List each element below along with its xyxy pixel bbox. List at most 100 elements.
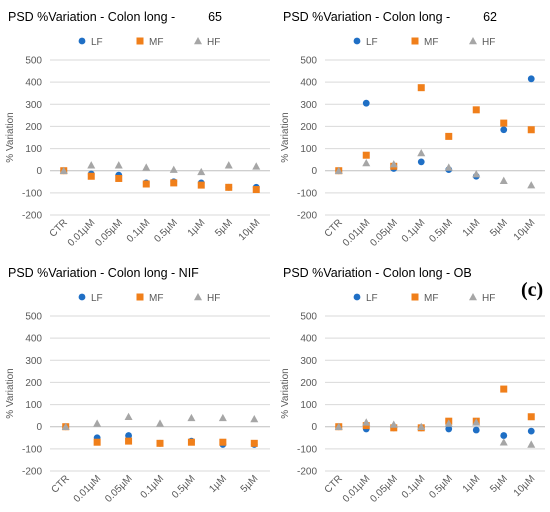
chart-title: PSD %Variation - Colon long - (283, 10, 450, 24)
data-point-mf (250, 439, 258, 447)
y-tick-label: -200 (22, 211, 42, 222)
y-tick-label: -200 (297, 467, 317, 478)
data-point-lf (417, 158, 425, 166)
data-point-mf (390, 424, 398, 432)
legend-marker-hf (469, 37, 477, 45)
y-tick-label: 200 (300, 122, 317, 133)
data-point-hf (334, 422, 343, 431)
y-axis-label: % Variation (280, 112, 291, 162)
data-point-mf (197, 181, 205, 189)
chart-title: PSD %Variation - Colon long - OB (283, 266, 472, 280)
x-tick-label: CTR (50, 473, 72, 495)
data-point-mf (125, 437, 133, 445)
legend-marker-lf (353, 37, 361, 45)
y-tick-label: 0 (36, 422, 42, 433)
data-point-mf (527, 126, 535, 134)
legend-marker-mf (411, 293, 419, 301)
y-tick-label: -100 (22, 188, 42, 199)
legend-marker-lf (353, 293, 361, 301)
y-tick-label: 500 (300, 56, 317, 67)
x-tick-label: 0.1µM (125, 217, 153, 245)
x-tick-label: 0.05µM (93, 217, 125, 249)
x-tick-label: 1µM (461, 217, 483, 239)
x-tick-label: 0.05µM (103, 473, 135, 505)
data-point-hf (417, 422, 426, 431)
data-point-hf (59, 166, 68, 175)
chart-svg: PSD %Variation - Colon long - 65 LF MF HF -20… (5, 10, 270, 249)
data-point-hf (87, 161, 96, 169)
x-tick-label: 0.1µM (139, 473, 167, 501)
legend-label-hf: HF (482, 293, 495, 304)
data-point-hf (224, 161, 233, 169)
data-point-mf (500, 385, 508, 393)
x-tick-label: 0.01µM (72, 473, 104, 505)
x-tick-label: 0.01µM (341, 217, 373, 249)
x-tick-label: 10µM (512, 473, 538, 499)
data-point-hf (527, 440, 536, 448)
y-tick-label: 200 (25, 122, 42, 133)
y-tick-label: 100 (300, 144, 317, 155)
data-point-hf (156, 419, 164, 427)
y-tick-label: 500 (300, 312, 317, 323)
y-tick-label: 0 (36, 166, 42, 177)
legend-marker-mf (411, 37, 419, 45)
data-point-mf (219, 438, 227, 446)
chart-panel-62: PSD %Variation - Colon long - 62 LF MF HF -20… (275, 0, 550, 256)
data-point-hf (444, 419, 453, 427)
y-tick-label: 500 (25, 56, 42, 67)
data-point-hf (417, 149, 426, 157)
legend-label-hf: HF (482, 37, 495, 48)
y-tick-label: -100 (297, 188, 317, 199)
y-tick-label: 300 (25, 356, 42, 367)
data-point-lf (500, 432, 508, 439)
y-tick-label: 400 (25, 334, 42, 345)
x-tick-label: 0.5µM (170, 473, 198, 501)
x-tick-label: 1µM (207, 473, 229, 495)
legend-marker-lf (78, 293, 86, 301)
data-point-mf (527, 413, 535, 421)
x-tick-label: 1µM (461, 473, 483, 495)
data-point-mf (445, 132, 453, 140)
legend-label-lf: LF (91, 293, 103, 304)
data-point-mf (156, 439, 164, 447)
y-tick-label: 0 (311, 166, 317, 177)
x-tick-label: 0.5µM (152, 217, 180, 245)
y-axis-label: % Variation (5, 368, 16, 418)
chart-panel-nif: PSD %Variation - Colon long - NIF LF MF HF -… (0, 256, 275, 512)
x-tick-label: 0.01µM (66, 217, 98, 249)
y-tick-label: -200 (297, 211, 317, 222)
x-tick-label: 5µM (213, 217, 235, 239)
y-axis-label: % Variation (280, 368, 291, 418)
data-point-lf (445, 425, 453, 433)
data-point-hf (93, 419, 102, 427)
x-tick-label: CTR (48, 217, 70, 239)
data-point-hf (444, 163, 453, 171)
y-axis-label: % Variation (5, 112, 16, 162)
chart-title-suffix: 65 (208, 10, 222, 24)
legend-label-lf: LF (366, 293, 378, 304)
data-point-hf (142, 163, 151, 171)
figure-panel-label: (c) (521, 279, 544, 301)
data-point-hf (472, 418, 481, 426)
y-tick-label: 400 (25, 78, 42, 89)
y-tick-label: 200 (25, 378, 42, 389)
x-tick-label: 0.5µM (427, 217, 455, 245)
legend-marker-lf (78, 37, 86, 45)
x-tick-label: 0.1µM (400, 473, 428, 501)
data-point-mf (170, 179, 178, 187)
data-point-mf (362, 151, 370, 159)
x-tick-label: CTR (323, 473, 345, 495)
y-tick-label: 300 (300, 100, 317, 111)
x-tick-label: 5µM (488, 217, 510, 239)
data-point-hf (499, 176, 508, 184)
y-tick-label: 400 (300, 78, 317, 89)
x-tick-label: 5µM (239, 473, 261, 495)
data-point-mf (87, 172, 95, 180)
y-tick-label: 100 (300, 400, 317, 411)
data-point-hf (114, 161, 123, 169)
legend-label-lf: LF (91, 37, 103, 48)
chart-title: PSD %Variation - Colon long - NIF (8, 266, 199, 280)
x-tick-label: 0.05µM (368, 217, 400, 249)
x-tick-label: 0.1µM (400, 217, 428, 245)
data-point-mf (187, 438, 195, 446)
